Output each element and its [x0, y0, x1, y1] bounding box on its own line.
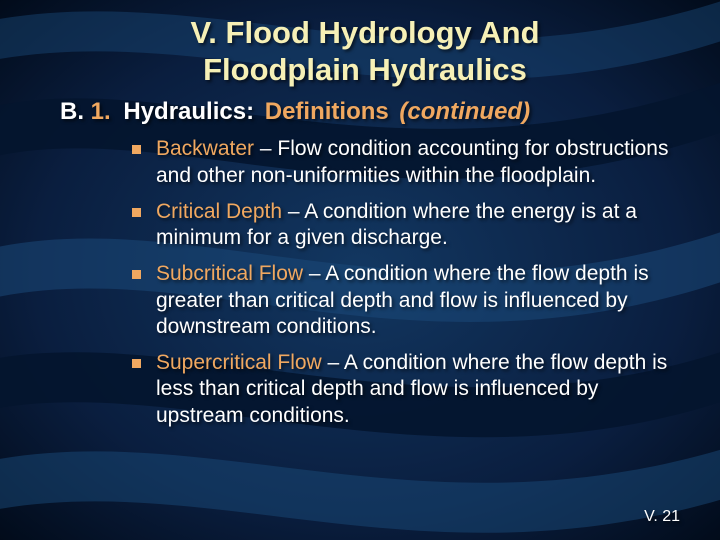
- sub-d: Definitions: [265, 98, 389, 126]
- slide-number: V. 21: [644, 508, 680, 526]
- term: Supercritical Flow: [156, 351, 322, 374]
- title-line-1: V. Flood Hydrology And: [190, 15, 539, 50]
- slide-title: V. Flood Hydrology And Floodplain Hydrau…: [60, 14, 670, 88]
- list-item: Backwater – Flow condition accounting fo…: [132, 136, 670, 189]
- term: Backwater: [156, 137, 254, 160]
- term: Critical Depth: [156, 200, 282, 223]
- sub-b: B.: [60, 98, 84, 126]
- sub-h: Hydraulics:: [123, 98, 254, 126]
- sub-one: 1.: [91, 98, 111, 126]
- list-item: Critical Depth – A condition where the e…: [132, 199, 670, 252]
- list-item: Supercritical Flow – A condition where t…: [132, 350, 670, 429]
- slide-content: V. Flood Hydrology And Floodplain Hydrau…: [0, 0, 720, 540]
- list-item: Subcritical Flow – A condition where the…: [132, 261, 670, 340]
- sub-c: (continued): [399, 98, 530, 126]
- definition-list: Backwater – Flow condition accounting fo…: [60, 136, 670, 429]
- title-line-2: Floodplain Hydraulics: [203, 52, 527, 87]
- term: Subcritical Flow: [156, 262, 303, 285]
- subtitle: B. 1. Hydraulics: Definitions (continued…: [60, 98, 670, 126]
